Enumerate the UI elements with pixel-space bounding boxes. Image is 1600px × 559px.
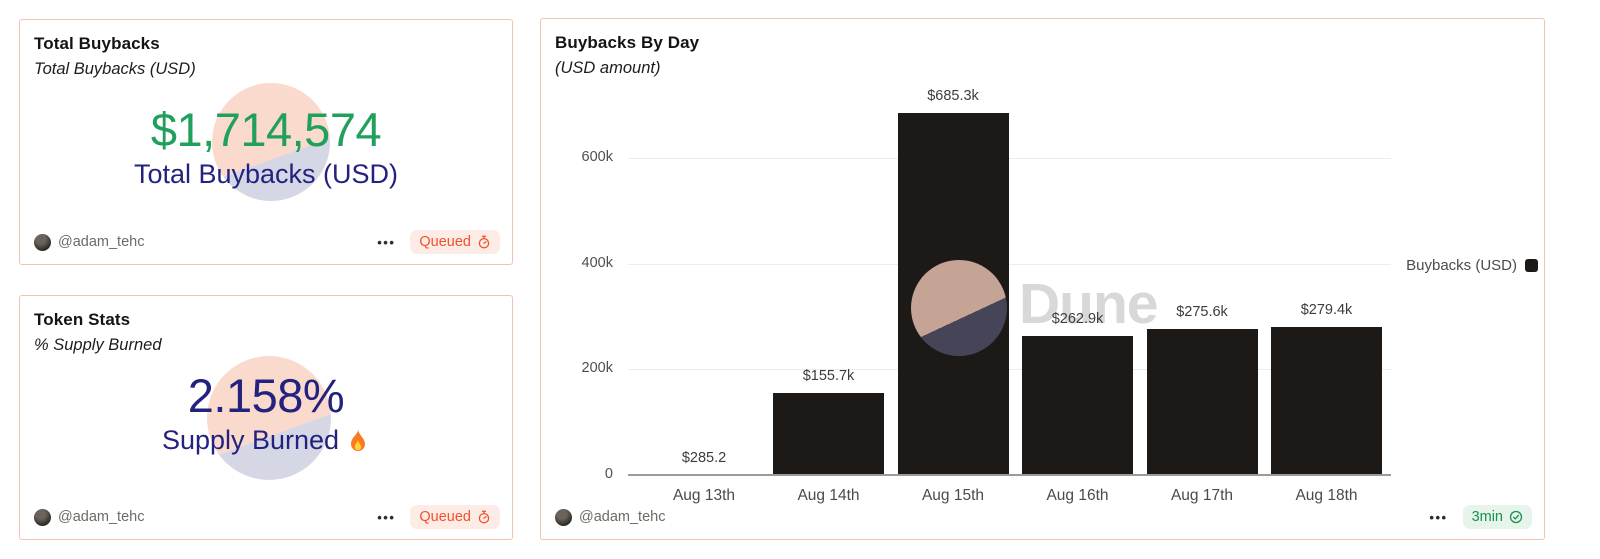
counter-label-text: Total Buybacks (USD) (133, 159, 399, 189)
card-footer: @adam_tehc ••• Queued (34, 230, 500, 254)
chart-subtitle: (USD amount) (555, 59, 661, 77)
chart-bar[interactable] (897, 112, 1009, 475)
y-axis-label: 200k (581, 360, 613, 377)
chart-bar[interactable] (1022, 336, 1133, 475)
status-badge-refresh[interactable]: 3min (1462, 505, 1532, 529)
bar-value-label: $155.7k (802, 367, 855, 384)
counter: 2.158% Supply Burned (20, 372, 512, 456)
y-axis-label: 600k (581, 148, 613, 165)
counter: $1,714,574 Total Buybacks (USD) (20, 106, 512, 190)
gridline (628, 263, 1391, 265)
card-title: Token Stats (34, 310, 131, 329)
dune-watermark-icon (212, 83, 330, 201)
status-badge-label: Queued (419, 234, 471, 250)
author-link[interactable]: @adam_tehc (34, 233, 145, 251)
author-link[interactable]: @adam_tehc (555, 508, 666, 526)
avatar[interactable] (555, 508, 572, 526)
x-axis-label: Aug 13th (672, 487, 736, 504)
chart-title: Buybacks By Day (555, 33, 700, 52)
total-buybacks-card: Total Buybacks Total Buybacks (USD) $1,7… (19, 19, 513, 265)
card-footer: @adam_tehc ••• Queued (34, 505, 500, 529)
x-axis-label: Aug 14th (797, 487, 860, 504)
x-axis-label: Aug 18th (1295, 487, 1358, 504)
counter-value: 2.158% (187, 369, 345, 422)
legend-item-buybacks-usd[interactable]: Buybacks (USD) (1406, 257, 1538, 274)
token-stats-card: Token Stats % Supply Burned 2.158% Suppl… (19, 295, 513, 540)
more-options-icon[interactable]: ••• (377, 234, 396, 250)
author-handle[interactable]: @adam_tehc (58, 509, 145, 525)
bar-value-label: $262.9k (1051, 311, 1104, 328)
more-options-icon[interactable]: ••• (1429, 509, 1448, 525)
avatar[interactable] (34, 508, 51, 526)
y-axis-label: 400k (581, 254, 613, 271)
counter-label: Supply Burned (20, 425, 512, 456)
check-badge-icon (1509, 510, 1523, 524)
author-handle[interactable]: @adam_tehc (58, 234, 145, 250)
card-footer: @adam_tehc ••• 3min (555, 505, 1532, 529)
card-subtitle: Total Buybacks (USD) (34, 60, 196, 78)
card-title: Total Buybacks (34, 34, 160, 53)
dune-watermark-icon (207, 356, 331, 480)
chart-bar[interactable] (1271, 327, 1382, 475)
bar-value-label: $275.6k (1176, 304, 1228, 321)
buybacks-by-day-card: Buybacks By Day (USD amount) Dune 0 200k 4… (540, 18, 1545, 540)
more-options-icon[interactable]: ••• (377, 509, 396, 525)
bar-value-label: $285.2 (681, 449, 727, 466)
x-axis-label: Aug 15th (921, 487, 985, 504)
bar-value-label: $279.4k (1300, 302, 1353, 319)
author-link[interactable]: @adam_tehc (34, 508, 145, 526)
stopwatch-icon (478, 235, 490, 249)
status-badge-label: Queued (419, 509, 471, 525)
x-axis-label: Aug 16th (1046, 487, 1109, 504)
card-subtitle: % Supply Burned (34, 336, 162, 354)
status-badge-queued[interactable]: Queued (410, 230, 500, 254)
gridline (628, 157, 1391, 159)
counter-label-text: Supply Burned (161, 425, 340, 455)
flame-icon (351, 428, 366, 451)
status-badge-label: 3min (1471, 509, 1503, 525)
bar-chart-plot-area: 0 200k 400k 600k $285.2 Aug 13th $155.7k Aug 14… (541, 19, 1544, 539)
chart-bar[interactable] (1146, 329, 1258, 475)
y-axis-label: 0 (604, 466, 613, 482)
gridline (628, 369, 1391, 371)
stopwatch-icon (478, 510, 490, 524)
x-axis-line (628, 474, 1391, 476)
x-axis-label: Aug 17th (1170, 487, 1234, 504)
counter-value: $1,714,574 (150, 103, 382, 156)
chart-bar[interactable] (773, 392, 884, 475)
status-badge-queued[interactable]: Queued (410, 505, 500, 529)
author-handle[interactable]: @adam_tehc (579, 509, 666, 525)
avatar[interactable] (34, 233, 51, 251)
legend-swatch (1525, 259, 1538, 272)
legend-label: Buybacks (USD) (1406, 257, 1517, 274)
bar-value-label: $685.3k (927, 87, 979, 104)
counter-label: Total Buybacks (USD) (20, 159, 512, 190)
